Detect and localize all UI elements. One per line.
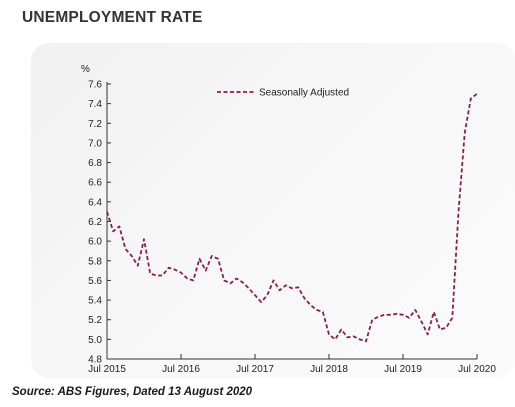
y-tick-label: 7.6 bbox=[88, 80, 102, 91]
y-tick-label: 5.4 bbox=[88, 296, 102, 307]
y-tick-label: 7.2 bbox=[88, 119, 102, 130]
series-line-seasonally-adjusted bbox=[106, 93, 478, 343]
x-tick-label: Jul 2017 bbox=[236, 364, 274, 375]
x-tick-label: Jul 2020 bbox=[458, 364, 496, 375]
y-tick-label: 6.0 bbox=[88, 237, 102, 248]
y-tick-label: 5.2 bbox=[88, 315, 102, 326]
x-tick-label: Jul 2016 bbox=[162, 364, 200, 375]
series-layer bbox=[106, 93, 478, 343]
y-tick-label: 5.0 bbox=[88, 335, 102, 346]
x-tick-label: Jul 2018 bbox=[310, 364, 348, 375]
y-axis-unit: % bbox=[81, 64, 90, 75]
y-tick-label: 5.6 bbox=[88, 276, 102, 287]
chart-title: UNEMPLOYMENT RATE bbox=[22, 9, 203, 26]
y-tick-label: 6.8 bbox=[88, 158, 102, 169]
y-axis: % 4.8 5.0 5.2 5.4 5.6 5.8 6.0 6.2 6.4 6.6 6.8 7.0 7.2… bbox=[81, 64, 111, 366]
source-note: Source: ABS Figures, Dated 13 August 202… bbox=[12, 386, 253, 398]
y-tick-label: 5.8 bbox=[88, 256, 102, 267]
y-tick-label: 7.4 bbox=[88, 99, 102, 110]
chart-panel bbox=[31, 43, 515, 378]
y-tick-label: 7.0 bbox=[88, 138, 102, 149]
legend: Seasonally Adjusted bbox=[217, 88, 349, 99]
x-axis: Jul 2015 Jul 2016 Jul 2017 Jul 2018 Jul 2019… bbox=[88, 354, 496, 375]
y-tick-label: 6.6 bbox=[88, 178, 102, 189]
legend-label: Seasonally Adjusted bbox=[259, 88, 349, 99]
x-tick-label: Jul 2015 bbox=[88, 364, 126, 375]
y-tick-label: 6.2 bbox=[88, 217, 102, 228]
x-tick-label: Jul 2019 bbox=[384, 364, 422, 375]
y-tick-label: 4.8 bbox=[88, 355, 102, 366]
y-tick-label: 6.4 bbox=[88, 197, 102, 208]
